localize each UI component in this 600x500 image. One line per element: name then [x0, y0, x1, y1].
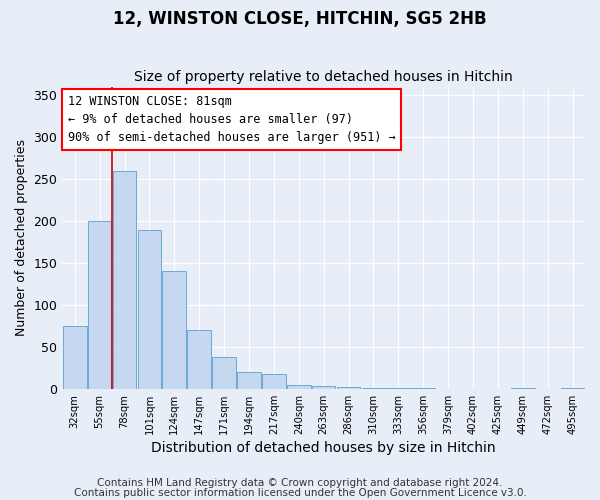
Text: Contains HM Land Registry data © Crown copyright and database right 2024.: Contains HM Land Registry data © Crown c… — [97, 478, 503, 488]
Bar — [511, 388, 535, 389]
Bar — [237, 372, 261, 389]
Bar — [63, 326, 86, 389]
Title: Size of property relative to detached houses in Hitchin: Size of property relative to detached ho… — [134, 70, 513, 85]
Bar — [262, 374, 286, 389]
Bar — [561, 388, 584, 389]
Bar — [212, 357, 236, 389]
Text: 12 WINSTON CLOSE: 81sqm
← 9% of detached houses are smaller (97)
90% of semi-det: 12 WINSTON CLOSE: 81sqm ← 9% of detached… — [68, 94, 395, 144]
Bar — [412, 388, 435, 389]
Bar — [137, 230, 161, 389]
Bar — [187, 330, 211, 389]
Bar — [362, 388, 385, 389]
Y-axis label: Number of detached properties: Number of detached properties — [15, 140, 28, 336]
Bar — [163, 272, 186, 389]
Text: 12, WINSTON CLOSE, HITCHIN, SG5 2HB: 12, WINSTON CLOSE, HITCHIN, SG5 2HB — [113, 10, 487, 28]
Bar — [312, 386, 335, 389]
Bar — [386, 388, 410, 389]
X-axis label: Distribution of detached houses by size in Hitchin: Distribution of detached houses by size … — [151, 441, 496, 455]
Bar — [88, 221, 112, 389]
Bar — [287, 384, 311, 389]
Bar — [337, 387, 361, 389]
Bar — [113, 171, 136, 389]
Text: Contains public sector information licensed under the Open Government Licence v3: Contains public sector information licen… — [74, 488, 526, 498]
